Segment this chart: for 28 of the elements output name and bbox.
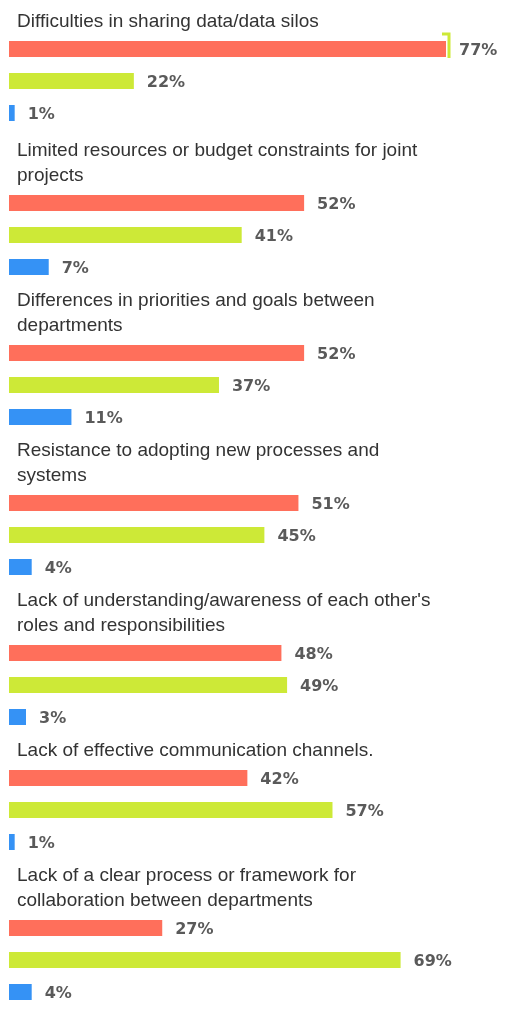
data-label: 37% xyxy=(231,375,271,395)
data-label: 51% xyxy=(311,493,350,513)
data-label: 48% xyxy=(294,643,333,663)
data-label: 49% xyxy=(300,675,339,695)
data-label: 57% xyxy=(345,800,384,820)
data-label: 22% xyxy=(146,71,186,91)
data-label: 52% xyxy=(317,343,356,363)
data-label: 41% xyxy=(254,225,293,245)
y-tick-label: Lack of a clear process or framework for collaboration between departments xyxy=(16,863,357,912)
data-label: 42% xyxy=(260,768,299,788)
data-label: 45% xyxy=(277,525,316,545)
y-tick-label: Lack of effective communication channels. xyxy=(16,738,375,762)
data-label: 1% xyxy=(27,103,55,123)
data-label: 27% xyxy=(175,918,214,938)
data-label: 7% xyxy=(61,257,89,277)
y-tick-label: Lack of understanding/awareness of each other's roles and responsibilities xyxy=(16,588,432,637)
data-label: 4% xyxy=(44,982,72,1002)
y-tick-label: Resistance to adopting new processes and systems xyxy=(16,438,381,487)
y-tick-label: Difficulties in sharing data/data silos xyxy=(16,9,320,33)
data-label: 3% xyxy=(39,707,67,727)
data-label: 77% xyxy=(459,39,498,59)
data-label: 69% xyxy=(413,950,452,970)
data-label: 52% xyxy=(317,193,356,213)
data-label: 11% xyxy=(84,407,123,427)
y-tick-label: Differences in priorities and goals between departments xyxy=(16,288,376,337)
y-tick-label: Limited resources or budget constraints for joint projects xyxy=(16,138,419,187)
data-label: 4% xyxy=(44,557,72,577)
data-label: 1% xyxy=(27,832,55,852)
